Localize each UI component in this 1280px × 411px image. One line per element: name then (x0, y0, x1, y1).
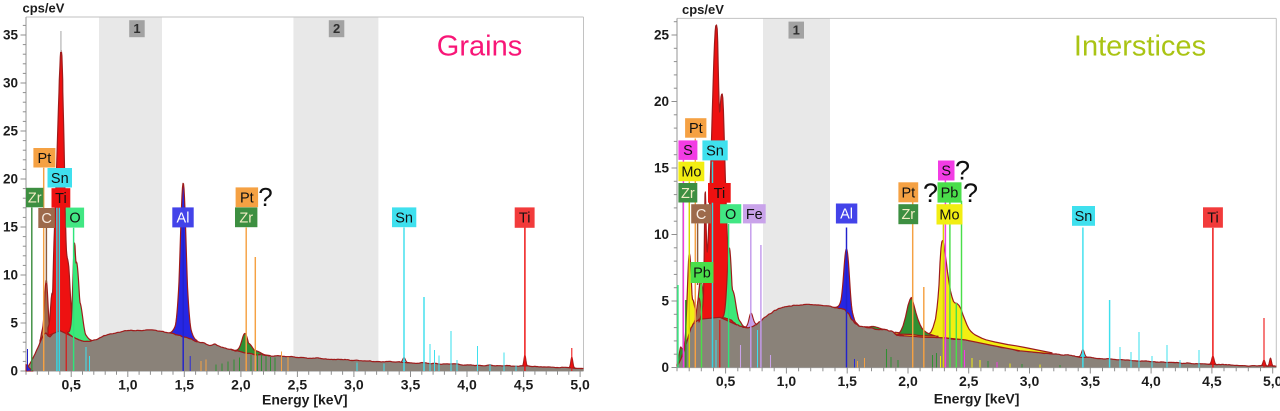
svg-text:Zr: Zr (901, 207, 915, 223)
svg-text:Grains: Grains (437, 31, 522, 63)
svg-text:5,0: 5,0 (570, 376, 590, 392)
svg-text:2: 2 (333, 21, 340, 36)
svg-text:Zr: Zr (239, 210, 253, 226)
svg-text:2,0: 2,0 (898, 373, 918, 389)
svg-text:O: O (725, 207, 736, 223)
svg-text:Zr: Zr (681, 186, 695, 202)
svg-text:cps/eV: cps/eV (23, 1, 65, 16)
svg-text:Ti: Ti (1207, 211, 1219, 227)
svg-text:10: 10 (3, 268, 18, 283)
svg-text:35: 35 (3, 28, 19, 43)
svg-text:S: S (941, 164, 951, 180)
svg-text:O: O (69, 211, 80, 227)
svg-text:Energy [keV]: Energy [keV] (934, 391, 1020, 407)
svg-text:Sn: Sn (706, 143, 724, 159)
svg-text:20: 20 (654, 94, 669, 109)
svg-text:Pb: Pb (941, 186, 959, 202)
svg-text:C: C (696, 207, 706, 223)
svg-text:Pt: Pt (38, 151, 52, 167)
svg-text:Ti: Ti (714, 186, 726, 202)
svg-text:1,0: 1,0 (777, 373, 797, 389)
svg-text:Mo: Mo (681, 164, 701, 180)
svg-text:25: 25 (654, 28, 670, 43)
svg-text:Interstices: Interstices (1074, 31, 1206, 63)
svg-text:Pb: Pb (693, 266, 711, 282)
svg-text:10: 10 (654, 227, 669, 242)
svg-text:1,5: 1,5 (837, 373, 857, 389)
svg-text:0,5: 0,5 (716, 373, 736, 389)
svg-text:2,5: 2,5 (959, 373, 979, 389)
svg-text:1: 1 (133, 21, 140, 36)
svg-text:Fe: Fe (746, 207, 763, 223)
svg-text:5: 5 (10, 316, 18, 331)
svg-text:Sn: Sn (1075, 209, 1093, 225)
svg-text:0,5: 0,5 (61, 376, 81, 392)
svg-text:30: 30 (3, 76, 18, 91)
svg-text:Pt: Pt (689, 121, 703, 137)
svg-text:?: ? (258, 182, 272, 212)
svg-text:Pt: Pt (240, 190, 254, 206)
svg-text:1: 1 (793, 23, 800, 38)
svg-text:2,0: 2,0 (231, 376, 251, 392)
svg-text:25: 25 (3, 124, 19, 139)
svg-text:Sn: Sn (51, 171, 69, 187)
svg-text:1,0: 1,0 (118, 376, 138, 392)
svg-text:Energy [keV]: Energy [keV] (262, 392, 348, 408)
svg-text:5,0: 5,0 (1263, 373, 1280, 389)
svg-text:1,5: 1,5 (175, 376, 195, 392)
svg-text:Zr: Zr (28, 191, 42, 207)
svg-text:5: 5 (661, 294, 669, 309)
svg-text:3,5: 3,5 (1081, 373, 1101, 389)
svg-text:?: ? (955, 156, 970, 186)
svg-text:Ti: Ti (519, 211, 531, 227)
svg-text:15: 15 (654, 161, 670, 176)
svg-text:4,0: 4,0 (1141, 373, 1161, 389)
svg-text:4,5: 4,5 (1202, 373, 1222, 389)
svg-text:2,5: 2,5 (288, 376, 308, 392)
svg-text:Sn: Sn (395, 210, 413, 226)
svg-text:4,0: 4,0 (457, 376, 477, 392)
svg-text:4,5: 4,5 (514, 376, 534, 392)
svg-text:0: 0 (10, 364, 18, 379)
svg-text:15: 15 (3, 220, 19, 235)
svg-text:cps/eV: cps/eV (682, 2, 724, 17)
svg-text:C: C (41, 211, 51, 227)
svg-text:0: 0 (661, 360, 669, 375)
svg-text:Mo: Mo (939, 207, 959, 223)
svg-text:Ti: Ti (55, 191, 67, 207)
svg-text:?: ? (963, 178, 978, 208)
svg-text:S: S (683, 143, 693, 159)
svg-text:?: ? (923, 178, 938, 208)
svg-text:3,0: 3,0 (1020, 373, 1040, 389)
svg-text:20: 20 (3, 172, 18, 187)
svg-text:Al: Al (177, 210, 190, 226)
svg-text:3,5: 3,5 (401, 376, 421, 392)
svg-text:3,0: 3,0 (344, 376, 364, 392)
svg-text:Al: Al (840, 207, 853, 223)
svg-text:Pt: Pt (901, 185, 915, 201)
